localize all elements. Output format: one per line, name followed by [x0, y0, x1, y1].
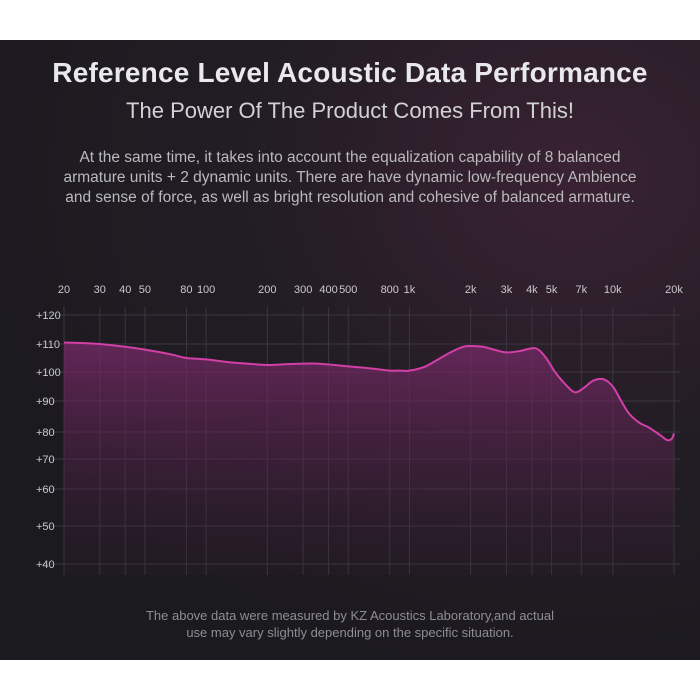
x-tick-label: 200 [258, 284, 276, 296]
x-tick-label: 50 [139, 284, 151, 296]
x-tick-label: 100 [197, 284, 215, 296]
measurement-footnote: The above data were measured by KZ Acous… [110, 607, 590, 641]
x-tick-label: 5k [546, 284, 558, 296]
y-tick-label: +110 [36, 339, 60, 351]
response-curve [63, 341, 675, 442]
chart-panel: 20 30 40 50 80 100 200 300 400 500 800 1k 2k 3k 4k 5k 7k… [0, 40, 700, 660]
x-tick-label: 80 [180, 284, 192, 296]
y-tick-label: +50 [36, 521, 55, 533]
x-tick-label: 400 [319, 284, 337, 296]
x-tick-label: 30 [94, 284, 106, 296]
x-tick-label: 800 [381, 284, 399, 296]
x-tick-label: 7k [575, 284, 587, 296]
y-tick-label: +90 [36, 396, 55, 408]
description-line: At the same time, it takes into account … [79, 149, 621, 166]
x-tick-label: 4k [526, 284, 538, 296]
y-tick-label: +60 [36, 484, 55, 496]
y-tick-label: +120 [36, 310, 61, 322]
x-tick-label: 20k [665, 284, 683, 296]
frequency-response-chart: 20 30 40 50 80 100 200 300 400 500 800 1k 2k 3k 4k 5k 7k… [36, 284, 683, 575]
x-axis-ticks: 20 30 40 50 80 100 200 300 400 500 800 1k 2k 3k 4k 5k 7k… [58, 284, 683, 296]
footnote-line: The above data were measured by KZ Acous… [145, 608, 555, 623]
x-tick-label: 500 [339, 284, 357, 296]
response-area-fill [64, 342, 674, 575]
x-tick-label: 2k [465, 284, 477, 296]
y-tick-label: +70 [36, 454, 55, 466]
page-title: Reference Level Acoustic Data Performanc… [52, 57, 648, 88]
page-subtitle: The Power Of The Product Comes From This… [126, 98, 574, 123]
x-tick-label: 20 [58, 284, 70, 296]
description-text: At the same time, it takes into account … [60, 148, 640, 208]
y-tick-label: +80 [36, 427, 55, 439]
y-tick-label: +40 [36, 559, 55, 571]
x-tick-label: 10k [604, 284, 622, 296]
response-area [64, 342, 674, 575]
description-line: and sense of force, as well as bright re… [65, 189, 635, 206]
x-tick-label: 40 [119, 284, 131, 296]
x-tick-label: 3k [501, 284, 513, 296]
footnote-line: use may vary slightly depending on the s… [186, 625, 514, 640]
x-tick-label: 300 [294, 284, 312, 296]
description-line: armature units + 2 dynamic units. There … [63, 169, 637, 186]
response-line [63, 341, 675, 442]
y-axis-ticks: +120 +110 +100 +90 +80 +70 +60 +50 +40 [36, 310, 61, 571]
y-tick-label: +100 [36, 367, 61, 379]
x-tick-label: 1k [404, 284, 416, 296]
